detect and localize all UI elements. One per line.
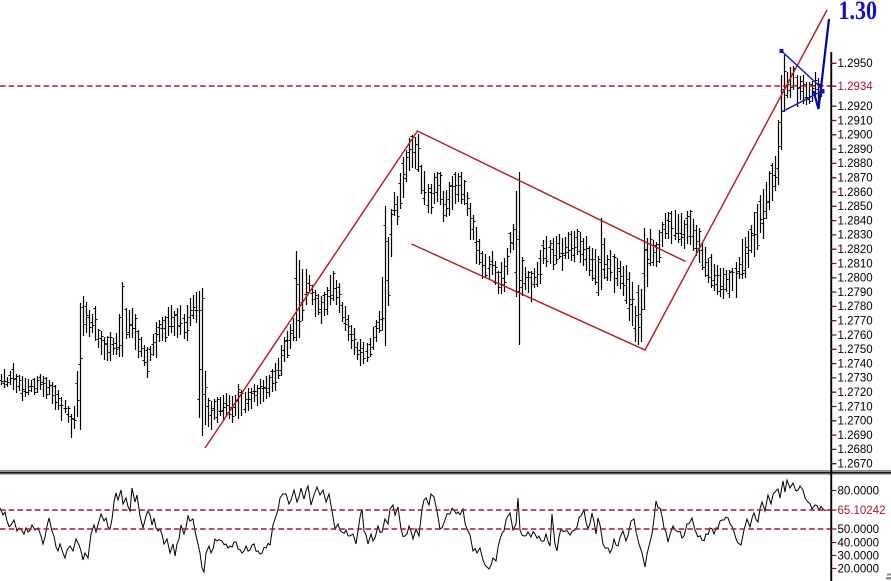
svg-text:1.2780: 1.2780 [838, 301, 873, 313]
svg-text:1.2890: 1.2890 [838, 144, 873, 156]
svg-text:1.2740: 1.2740 [838, 358, 873, 370]
svg-text:1.2900: 1.2900 [838, 130, 873, 142]
svg-text:1.2840: 1.2840 [838, 215, 873, 227]
svg-text:1.2934: 1.2934 [838, 81, 874, 93]
svg-text:80.0000: 80.0000 [838, 485, 880, 497]
svg-text:1.2670: 1.2670 [838, 459, 873, 471]
svg-text:1.2710: 1.2710 [838, 401, 873, 413]
svg-text:1.2690: 1.2690 [838, 430, 873, 442]
svg-text:1.2750: 1.2750 [838, 344, 873, 356]
svg-text:1.2680: 1.2680 [838, 444, 873, 456]
svg-text:1.2920: 1.2920 [838, 101, 873, 113]
svg-text:1.2910: 1.2910 [838, 115, 873, 127]
svg-text:50.0000: 50.0000 [838, 524, 880, 536]
svg-text:65.10242: 65.10242 [838, 505, 886, 517]
svg-text:1.2880: 1.2880 [838, 158, 873, 170]
svg-text:1.2800: 1.2800 [838, 273, 873, 285]
svg-text:1.2830: 1.2830 [838, 230, 873, 242]
svg-text:1.2790: 1.2790 [838, 287, 873, 299]
svg-text:1.30: 1.30 [839, 0, 878, 25]
svg-text:1.2720: 1.2720 [838, 387, 873, 399]
svg-text:30.0000: 30.0000 [838, 550, 880, 562]
svg-text:20.0000: 20.0000 [838, 563, 880, 575]
svg-text:1.2820: 1.2820 [838, 244, 873, 256]
svg-text:1.2700: 1.2700 [838, 416, 873, 428]
svg-text:1.2760: 1.2760 [838, 330, 873, 342]
svg-text:1.2770: 1.2770 [838, 316, 873, 328]
svg-text:40.0000: 40.0000 [838, 537, 880, 549]
svg-text:1.2850: 1.2850 [838, 201, 873, 213]
svg-text:1.2950: 1.2950 [838, 58, 873, 70]
svg-text:1.2870: 1.2870 [838, 173, 873, 185]
svg-text:1.2810: 1.2810 [838, 258, 873, 270]
svg-text:1.2730: 1.2730 [838, 373, 873, 385]
svg-text:1.2860: 1.2860 [838, 187, 873, 199]
